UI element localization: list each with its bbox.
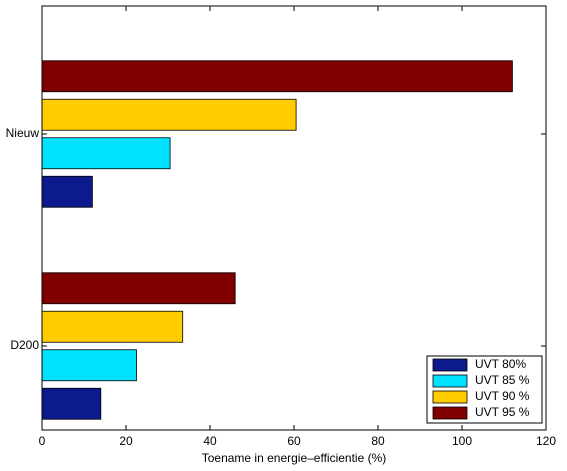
x-tick-label: 0 [39, 434, 46, 448]
x-axis-label: Toename in energie–efficientie (%) [202, 451, 387, 465]
bar [41, 60, 513, 93]
bar [41, 175, 93, 208]
legend-label: UVT 95 % [475, 405, 530, 419]
x-tick-label: 20 [119, 434, 133, 448]
legend-swatch [432, 406, 468, 420]
legend-swatch [432, 358, 468, 372]
legend-label: UVT 90 % [475, 389, 530, 403]
x-tick-label: 40 [203, 434, 217, 448]
bar [41, 310, 184, 343]
legend-swatch [432, 390, 468, 404]
bar [41, 137, 171, 170]
x-tick-label: 100 [452, 434, 472, 448]
x-tick-label: 60 [287, 434, 301, 448]
x-tick-label: 80 [371, 434, 385, 448]
bar [41, 349, 137, 382]
bar [41, 98, 297, 131]
x-tick-label: 120 [536, 434, 556, 448]
legend-label: UVT 80% [475, 357, 526, 371]
legend-label: UVT 85 % [475, 373, 530, 387]
bar [41, 387, 102, 420]
legend-swatch [432, 374, 468, 388]
y-tick-label: Nieuw [6, 126, 40, 140]
y-tick-label: D200 [10, 338, 39, 352]
bar [41, 272, 236, 305]
